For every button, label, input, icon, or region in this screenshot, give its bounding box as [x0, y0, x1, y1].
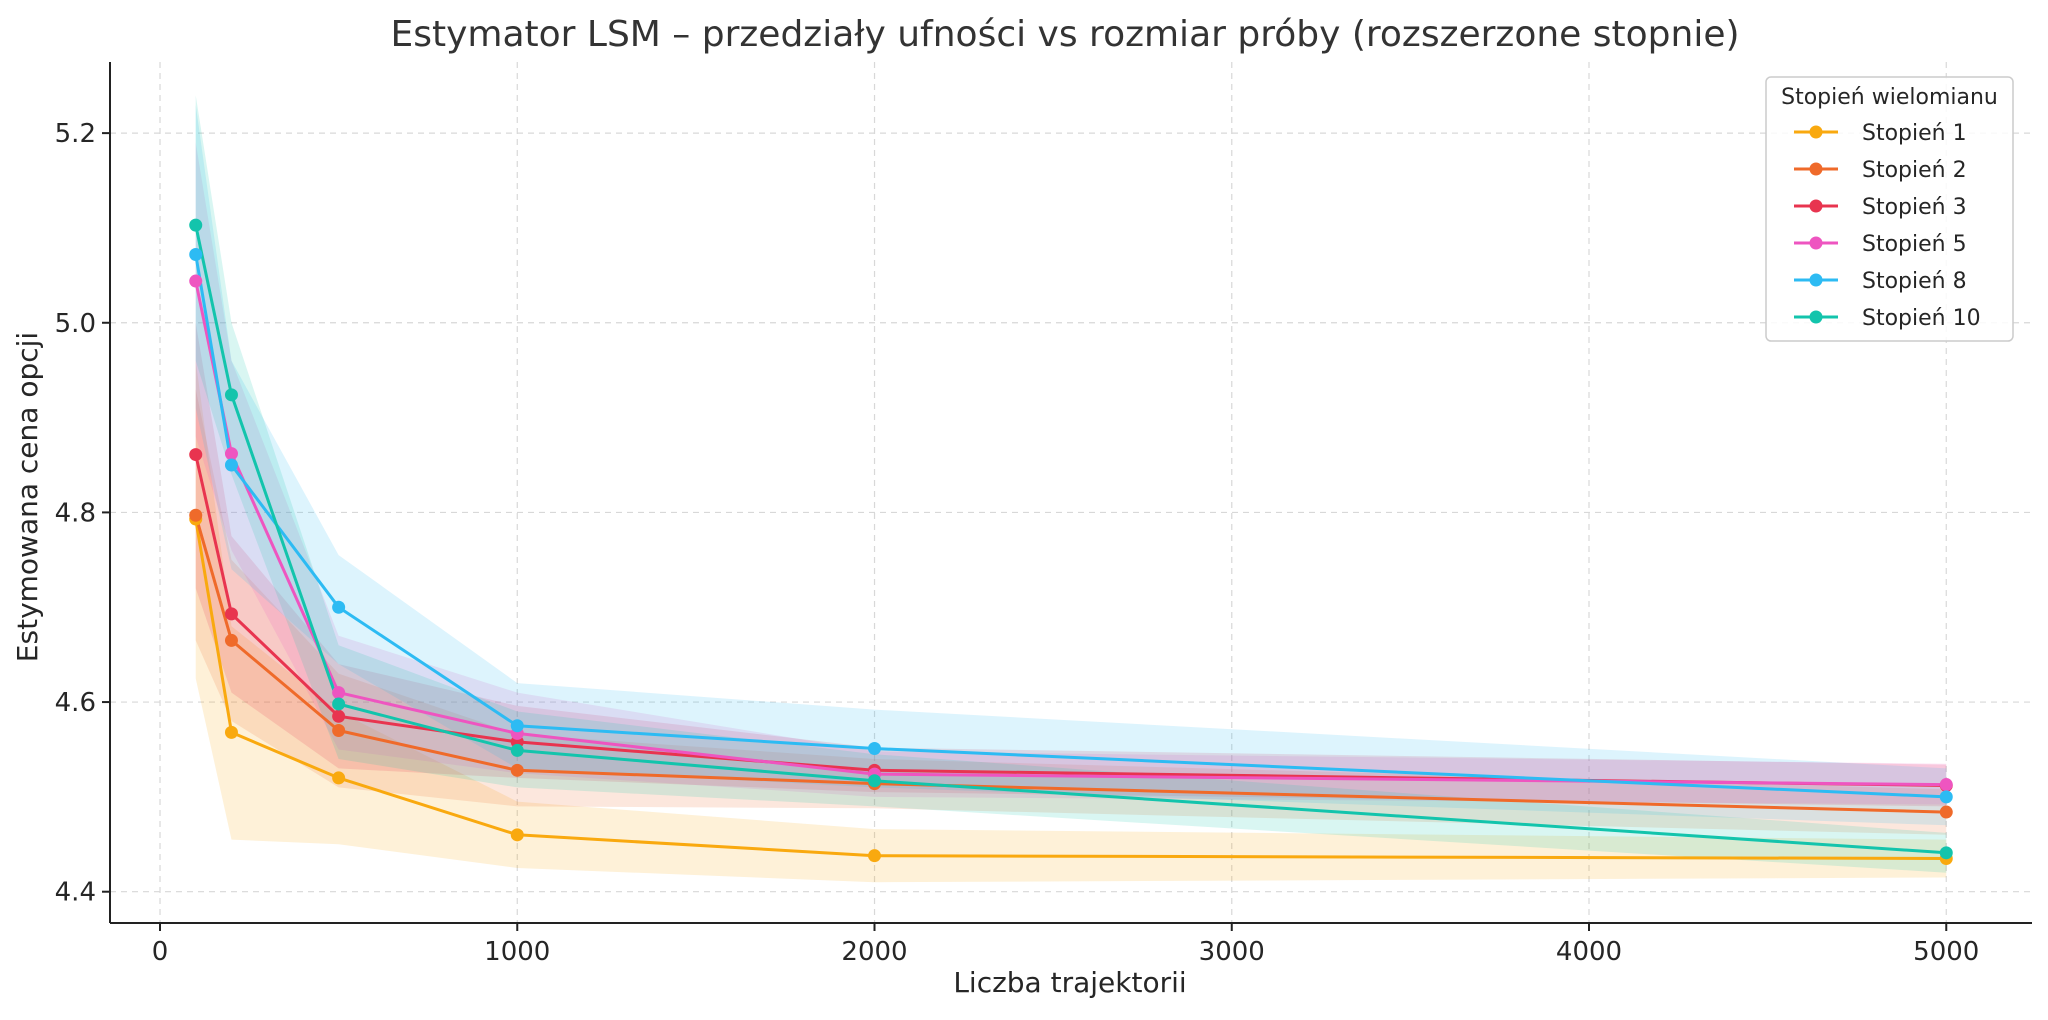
- legend-swatch-marker: [1809, 273, 1823, 287]
- x-axis-label: Liczba trajektorii: [953, 966, 1186, 999]
- data-point: [332, 686, 346, 700]
- confidence-band-series-1: [195, 360, 1947, 883]
- series-lines: [194, 224, 1947, 860]
- y-tick-label: 5.0: [55, 309, 96, 339]
- data-point: [868, 742, 882, 756]
- data-point: [224, 633, 238, 647]
- legend-swatch-marker: [1809, 125, 1823, 139]
- data-point: [510, 743, 524, 757]
- y-tick-label: 4.8: [55, 498, 96, 528]
- legend-swatch-marker: [1809, 199, 1823, 213]
- data-point: [868, 774, 882, 788]
- confidence-bands: [195, 95, 1947, 883]
- legend-swatch-marker: [1809, 236, 1823, 250]
- data-point: [510, 828, 524, 842]
- data-point: [189, 448, 203, 462]
- data-point: [510, 719, 524, 733]
- data-point: [868, 849, 882, 863]
- y-tick-label: 4.4: [55, 878, 96, 908]
- x-tick-label: 3000: [1199, 937, 1265, 967]
- confidence-band-series-3: [195, 322, 1947, 807]
- x-tick-label: 4000: [1556, 937, 1622, 967]
- data-point: [332, 724, 346, 738]
- x-tick-label: 0: [152, 937, 169, 967]
- x-tick-label: 5000: [1913, 937, 1979, 967]
- legend-box: [1765, 76, 2014, 342]
- chart-title: Estymator LSM – przedziały ufności vs ro…: [390, 14, 1739, 55]
- y-axis-label: Estymowana cena opcji: [11, 332, 44, 662]
- y-tick-label: 4.6: [55, 688, 96, 718]
- legend-label: Stopień 3: [1862, 195, 1967, 220]
- data-point: [224, 388, 238, 402]
- series-points: [189, 218, 1953, 866]
- legend-label: Stopień 5: [1862, 232, 1967, 257]
- data-point: [189, 218, 203, 232]
- series-line-1: [194, 518, 1947, 860]
- legend: Stopień wielomianu Stopień 1 Stopień 2 Stop…: [1765, 76, 2014, 342]
- axes: 0 1000 2000 3000 4000 5000 4.4 4.6 4.8 5.0 5.2: [55, 62, 2032, 967]
- y-tick-label: 5.2: [55, 119, 96, 149]
- data-point: [189, 508, 203, 522]
- series-line-6: [194, 224, 1947, 855]
- legend-title: Stopień wielomianu: [1781, 85, 1998, 110]
- legend-label: Stopień 10: [1862, 306, 1981, 331]
- legend-label: Stopień 1: [1862, 121, 1967, 146]
- series-line-3: [194, 454, 1947, 787]
- data-point: [332, 697, 346, 711]
- data-point: [224, 725, 238, 739]
- data-point: [332, 709, 346, 723]
- data-point: [332, 600, 346, 614]
- data-point: [189, 274, 203, 288]
- data-point: [189, 247, 203, 261]
- x-tick-label: 1000: [484, 937, 550, 967]
- data-point: [1939, 805, 1953, 819]
- data-point: [224, 447, 238, 461]
- data-point: [1939, 790, 1953, 804]
- legend-swatch-marker: [1809, 310, 1823, 324]
- x-tick-label: 2000: [841, 937, 907, 967]
- data-point: [224, 607, 238, 621]
- data-point: [1939, 846, 1953, 860]
- legend-label: Stopień 8: [1862, 269, 1967, 294]
- data-point: [1939, 778, 1953, 792]
- data-point: [510, 763, 524, 777]
- series-line-2: [194, 514, 1947, 814]
- data-point: [332, 771, 346, 785]
- legend-swatch-marker: [1809, 162, 1823, 176]
- series-line-5: [194, 254, 1947, 799]
- legend-label: Stopień 2: [1862, 158, 1967, 183]
- data-point: [224, 458, 238, 472]
